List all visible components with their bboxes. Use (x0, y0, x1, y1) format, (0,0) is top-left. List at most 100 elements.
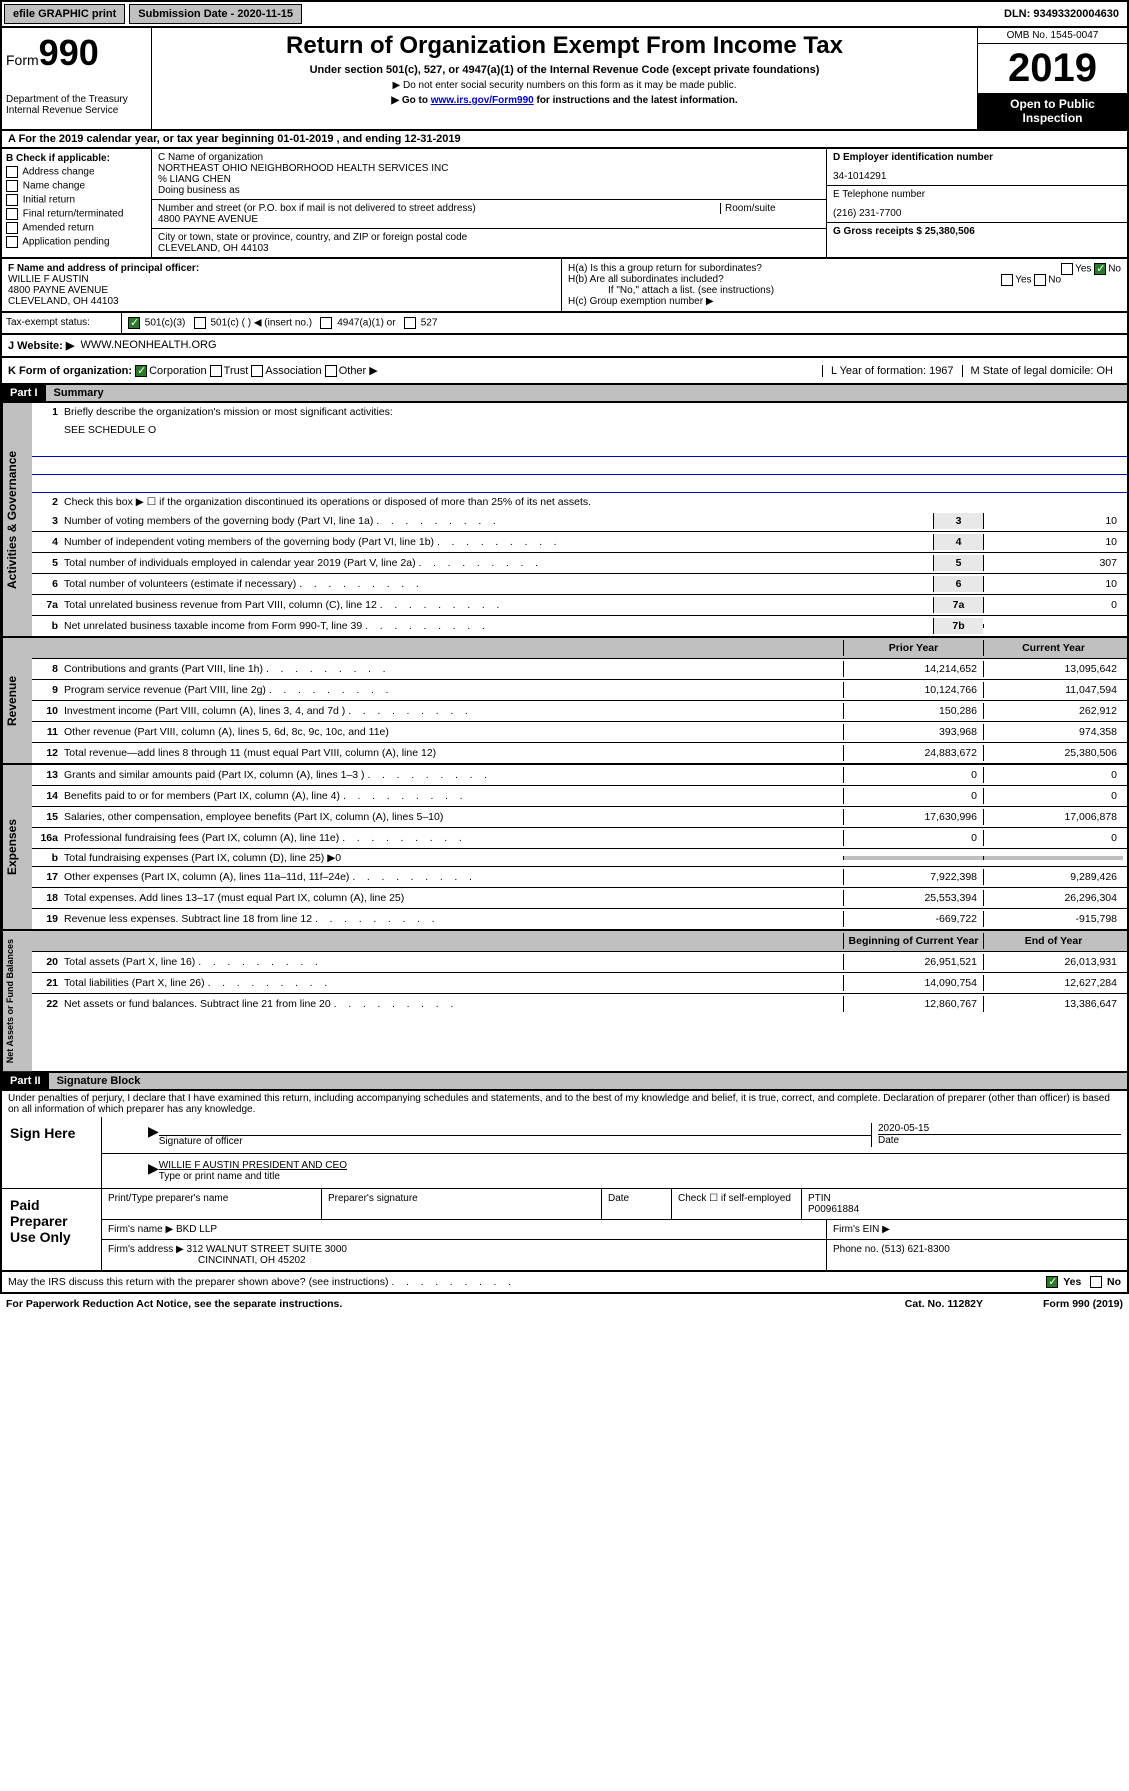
org-name: NORTHEAST OHIO NEIGHBORHOOD HEALTH SERVI… (158, 163, 820, 174)
submission-date: Submission Date - 2020-11-15 (129, 4, 302, 24)
l21-end: 12,627,284 (983, 975, 1123, 991)
cb-527[interactable] (404, 317, 416, 329)
cb-name-change[interactable]: Name change (6, 180, 147, 192)
part-1-bar: Part I Summary (0, 385, 1129, 403)
mission-text: SEE SCHEDULE O (64, 424, 1123, 436)
department: Department of the Treasury Internal Reve… (6, 94, 147, 116)
ein-cell: D Employer identification number 34-1014… (827, 149, 1127, 186)
cb-trust[interactable] (210, 365, 222, 377)
line-5-val: 307 (983, 555, 1123, 571)
org-name-cell: C Name of organization NORTHEAST OHIO NE… (152, 149, 826, 200)
subtitle-3: ▶ Go to www.irs.gov/Form990 for instruct… (156, 95, 973, 106)
subtitle-1: Under section 501(c), 527, or 4947(a)(1)… (156, 64, 973, 76)
l14-prior: 0 (843, 788, 983, 804)
l21-beg: 14,090,754 (843, 975, 983, 991)
activities-governance: Activities & Governance 1Briefly describ… (0, 403, 1129, 638)
street-address: 4800 PAYNE AVENUE (158, 214, 820, 225)
cb-initial-return[interactable]: Initial return (6, 194, 147, 206)
subtitle-2: ▶ Do not enter social security numbers o… (156, 80, 973, 91)
cb-address-change[interactable]: Address change (6, 166, 147, 178)
cb-501c[interactable] (194, 317, 206, 329)
website-row: J Website: ▶ WWW.NEONHEALTH.ORG (0, 335, 1129, 358)
l20-beg: 26,951,521 (843, 954, 983, 970)
side-label-revenue: Revenue (2, 638, 32, 763)
state-domicile: M State of legal domicile: OH (962, 365, 1121, 377)
l18-curr: 26,296,304 (983, 890, 1123, 906)
cb-final-return[interactable]: Final return/terminated (6, 208, 147, 220)
line-6-val: 10 (983, 576, 1123, 592)
cb-app-pending[interactable]: Application pending (6, 236, 147, 248)
cb-amended[interactable]: Amended return (6, 222, 147, 234)
paid-preparer-label: Paid Preparer Use Only (2, 1189, 102, 1270)
net-assets-section: Net Assets or Fund Balances Beginning of… (0, 931, 1129, 1073)
inspection-notice: Open to Public Inspection (978, 93, 1127, 129)
l15-curr: 17,006,878 (983, 809, 1123, 825)
part-2-bar: Part II Signature Block (0, 1073, 1129, 1091)
efile-btn[interactable]: efile GRAPHIC print (4, 4, 125, 24)
info-block: B Check if applicable: Address change Na… (0, 149, 1129, 259)
line-3-val: 10 (983, 513, 1123, 529)
l12-prior: 24,883,672 (843, 745, 983, 761)
city-cell: City or town, state or province, country… (152, 229, 826, 257)
row-f-block: F Name and address of principal officer:… (0, 259, 1129, 313)
cb-discuss-yes[interactable] (1046, 1276, 1058, 1288)
l10-curr: 262,912 (983, 703, 1123, 719)
line-4-val: 10 (983, 534, 1123, 550)
address-cell: Number and street (or P.O. box if mail i… (152, 200, 826, 229)
h-c: H(c) Group exemption number ▶ (568, 296, 1121, 307)
col-b-checkboxes: B Check if applicable: Address change Na… (2, 149, 152, 257)
ein-value: 34-1014291 (833, 171, 1121, 182)
city-state-zip: CLEVELAND, OH 44103 (158, 243, 820, 254)
firm-name: BKD LLP (176, 1224, 217, 1235)
expenses-section: Expenses 13Grants and similar amounts pa… (0, 765, 1129, 931)
signature-arrow-icon (108, 1160, 159, 1182)
sign-here-label: Sign Here (2, 1117, 102, 1188)
revenue-section: Revenue Prior YearCurrent Year 8Contribu… (0, 638, 1129, 765)
l18-prior: 25,553,394 (843, 890, 983, 906)
l16a-curr: 0 (983, 830, 1123, 846)
cb-association[interactable] (251, 365, 263, 377)
perjury-statement: Under penalties of perjury, I declare th… (2, 1091, 1127, 1117)
l8-prior: 14,214,652 (843, 661, 983, 677)
side-label-expenses: Expenses (2, 765, 32, 929)
l19-curr: -915,798 (983, 911, 1123, 927)
l13-prior: 0 (843, 767, 983, 783)
l16a-prior: 0 (843, 830, 983, 846)
signature-block: Under penalties of perjury, I declare th… (0, 1091, 1129, 1272)
omb-number: OMB No. 1545-0047 (978, 28, 1127, 44)
officer-print-name: WILLIE F AUSTIN PRESIDENT AND CEO (159, 1160, 1121, 1171)
cb-corporation[interactable] (135, 365, 147, 377)
l17-prior: 7,922,398 (843, 869, 983, 885)
signature-arrow-icon (108, 1123, 159, 1147)
top-bar: efile GRAPHIC print Submission Date - 20… (0, 0, 1129, 28)
cb-discuss-no[interactable] (1090, 1276, 1102, 1288)
side-label-activities: Activities & Governance (2, 403, 32, 636)
l15-prior: 17,630,996 (843, 809, 983, 825)
row-a-tax-year: A For the 2019 calendar year, or tax yea… (0, 131, 1129, 149)
l9-prior: 10,124,766 (843, 682, 983, 698)
cb-other[interactable] (325, 365, 337, 377)
form-org-row: K Form of organization: Corporation Trus… (0, 358, 1129, 385)
website-value: WWW.NEONHEALTH.ORG (80, 339, 216, 352)
l22-end: 13,386,647 (983, 996, 1123, 1012)
line-7a-val: 0 (983, 597, 1123, 613)
line-7b-val (983, 624, 1123, 628)
l9-curr: 11,047,594 (983, 682, 1123, 698)
h-a: H(a) Is this a group return for subordin… (568, 263, 1121, 274)
telephone-cell: E Telephone number (216) 231-7700 (827, 186, 1127, 223)
tax-status-row: Tax-exempt status: 501(c)(3) 501(c) ( ) … (0, 313, 1129, 335)
telephone-value: (216) 231-7700 (833, 208, 1121, 219)
gross-receipts: G Gross receipts $ 25,380,506 (827, 223, 1127, 240)
footer: For Paperwork Reduction Act Notice, see … (0, 1294, 1129, 1314)
l22-beg: 12,860,767 (843, 996, 983, 1012)
l20-end: 26,013,931 (983, 954, 1123, 970)
l13-curr: 0 (983, 767, 1123, 783)
cb-501c3[interactable] (128, 317, 140, 329)
l11-curr: 974,358 (983, 724, 1123, 740)
l12-curr: 25,380,506 (983, 745, 1123, 761)
cb-4947[interactable] (320, 317, 332, 329)
officer-name: WILLIE F AUSTIN (8, 274, 89, 285)
irs-link[interactable]: www.irs.gov/Form990 (431, 95, 534, 106)
ptin-value: P00961884 (808, 1204, 1121, 1215)
firm-address: 312 WALNUT STREET SUITE 3000 (187, 1244, 347, 1255)
